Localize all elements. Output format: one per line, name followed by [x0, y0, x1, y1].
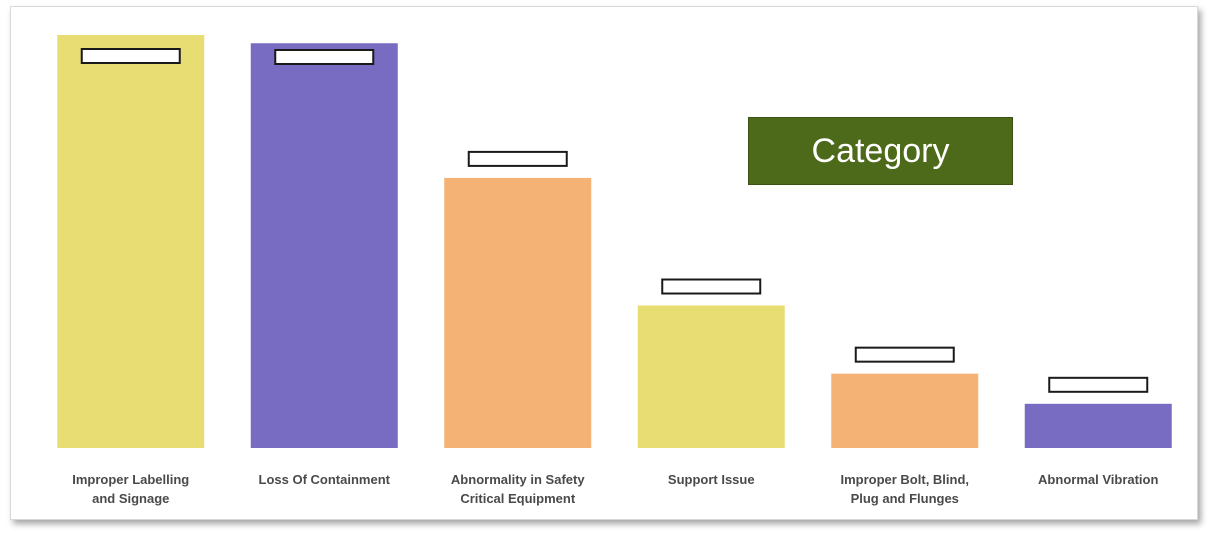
category-label-4: Improper Bolt, Blind, Plug and Flunges [840, 472, 969, 506]
category-label-0: Improper Labelling and Signage [72, 472, 189, 506]
bar-5 [1024, 403, 1172, 448]
category-label-5: Abnormal Vibration [1038, 472, 1158, 487]
value-label-mask-5 [1048, 376, 1149, 393]
category-label-1: Loss Of Containment [259, 472, 391, 487]
value-label-mask-4 [854, 346, 955, 363]
bar-3 [637, 305, 785, 448]
bar-1 [250, 43, 398, 448]
value-label-mask-1 [274, 49, 375, 65]
bar-4 [831, 373, 979, 448]
category-legend: Category [748, 117, 1013, 185]
value-label-mask-3 [661, 278, 762, 295]
bar-2 [444, 177, 592, 448]
category-label-3: Support Issue [668, 472, 755, 487]
bar-0 [57, 35, 205, 448]
category-label-2: Abnormality in Safety Critical Equipment [451, 472, 585, 506]
value-label-mask-2 [467, 150, 568, 167]
chart-frame [10, 6, 1198, 520]
value-label-mask-0 [80, 48, 181, 64]
legend-title: Category [811, 131, 950, 170]
